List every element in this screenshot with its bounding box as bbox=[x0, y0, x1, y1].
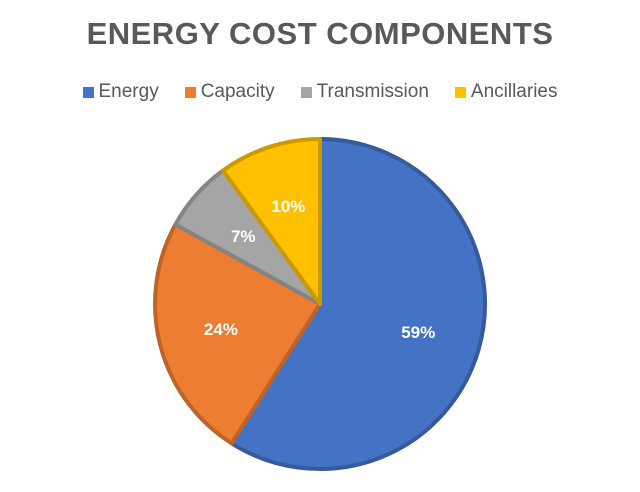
legend-label-transmission: Transmission bbox=[316, 81, 429, 102]
data-label-ancillaries: 10% bbox=[271, 197, 305, 216]
legend-label-capacity: Capacity bbox=[200, 81, 275, 102]
pie-slice-ancillaries bbox=[221, 137, 322, 306]
pie-slice-capacity bbox=[153, 222, 322, 446]
chart-title: ENERGY COST COMPONENTS bbox=[86, 16, 554, 51]
legend: Energy Capacity Transmission Ancillaries bbox=[0, 81, 640, 103]
legend-label-ancillaries: Ancillaries bbox=[470, 81, 558, 102]
data-label-transmission: 7% bbox=[231, 227, 256, 246]
legend-item-energy: Energy bbox=[82, 81, 159, 103]
pie-slices bbox=[153, 137, 487, 471]
legend-item-ancillaries: Ancillaries bbox=[454, 81, 558, 103]
legend-item-capacity: Capacity bbox=[184, 81, 275, 103]
legend-swatch-capacity bbox=[184, 86, 196, 98]
legend-item-transmission: Transmission bbox=[300, 81, 429, 103]
legend-swatch-ancillaries bbox=[454, 86, 466, 98]
data-label-capacity: 24% bbox=[204, 320, 238, 339]
pie-slice-energy bbox=[229, 137, 487, 471]
data-label-energy: 59% bbox=[401, 323, 435, 342]
legend-swatch-energy bbox=[82, 86, 94, 98]
pie-value-labels: 59% 24% 7% 10% bbox=[204, 197, 435, 342]
legend-label-energy: Energy bbox=[98, 81, 159, 102]
legend-swatch-transmission bbox=[300, 86, 312, 98]
